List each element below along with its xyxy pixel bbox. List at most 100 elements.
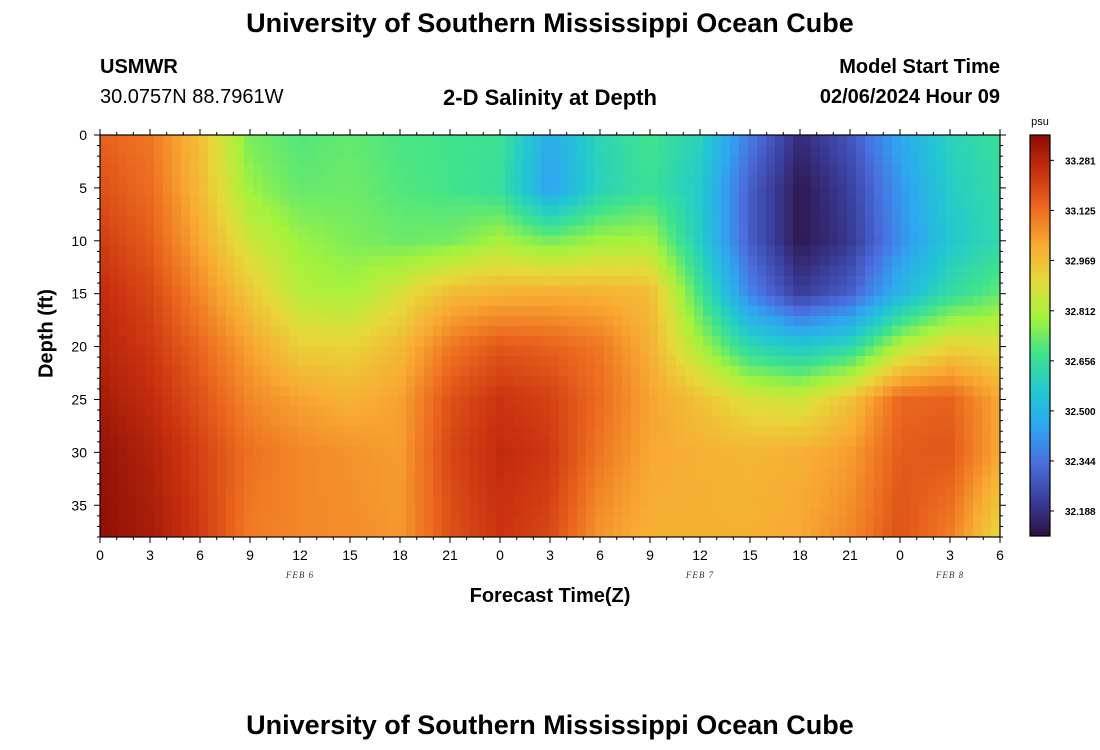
heatmap-cell <box>658 336 668 347</box>
heatmap-cell <box>982 486 992 498</box>
colorbar-segment <box>1030 205 1050 209</box>
heatmap-cell <box>289 346 299 357</box>
heatmap-cell <box>388 265 398 277</box>
heatmap-cell <box>343 215 353 226</box>
heatmap-cell <box>289 356 299 367</box>
heatmap-cell <box>667 215 677 226</box>
heatmap-cell <box>253 526 263 538</box>
heatmap-cell <box>766 195 776 206</box>
heatmap-cell <box>631 416 641 427</box>
heatmap-cell <box>316 366 326 377</box>
heatmap-cell <box>991 466 1001 478</box>
heatmap-cell <box>334 285 344 297</box>
heatmap-cell <box>838 416 848 427</box>
heatmap-cell <box>217 496 227 508</box>
heatmap-cell <box>451 446 461 457</box>
heatmap-cell <box>271 346 281 357</box>
heatmap-cell <box>991 446 1001 457</box>
heatmap-cell <box>892 366 902 377</box>
heatmap-cell <box>748 265 758 277</box>
heatmap-cell <box>145 155 155 166</box>
heatmap-cell <box>766 376 776 387</box>
heatmap-cell <box>865 376 875 387</box>
heatmap-cell <box>640 255 650 267</box>
heatmap-cell <box>775 396 785 407</box>
heatmap-cell <box>307 175 317 186</box>
heatmap-cell <box>982 235 992 246</box>
heatmap-cell <box>631 376 641 387</box>
heatmap-cell <box>109 175 119 186</box>
heatmap-cell <box>226 235 236 246</box>
heatmap-cell <box>865 305 875 317</box>
colorbar-segment <box>1030 429 1050 433</box>
heatmap-cell <box>505 456 515 468</box>
heatmap-cell <box>748 245 758 256</box>
heatmap-cell <box>361 506 371 518</box>
heatmap-cell <box>226 285 236 297</box>
heatmap-cell <box>460 446 470 457</box>
heatmap-cell <box>613 406 623 417</box>
heatmap-cell <box>496 325 506 337</box>
heatmap-cell <box>694 506 704 518</box>
heatmap-cell <box>649 135 659 146</box>
heatmap-cell <box>568 325 578 337</box>
heatmap-cell <box>532 175 542 186</box>
heatmap-cell <box>217 145 227 156</box>
heatmap-cell <box>991 215 1001 226</box>
heatmap-cell <box>253 235 263 246</box>
heatmap-cell <box>829 225 839 236</box>
heatmap-cell <box>658 436 668 447</box>
heatmap-cell <box>955 416 965 427</box>
heatmap-cell <box>199 446 209 457</box>
heatmap-cell <box>406 275 416 287</box>
heatmap-cell <box>298 235 308 246</box>
heatmap-cell <box>262 245 272 256</box>
heatmap-cell <box>361 496 371 508</box>
heatmap-cell <box>982 426 992 437</box>
heatmap-cell <box>928 366 938 377</box>
heatmap-cell <box>289 315 299 327</box>
heatmap-cell <box>559 516 569 528</box>
heatmap-cell <box>127 285 137 297</box>
heatmap-cell <box>388 215 398 226</box>
heatmap-cell <box>379 265 389 277</box>
heatmap-cell <box>145 336 155 347</box>
heatmap-cell <box>181 225 191 236</box>
heatmap-cell <box>415 516 425 528</box>
heatmap-cell <box>757 165 767 176</box>
heatmap-cell <box>739 175 749 186</box>
heatmap-cell <box>658 185 668 196</box>
heatmap-cell <box>919 336 929 347</box>
heatmap-cell <box>919 476 929 488</box>
heatmap-cell <box>217 366 227 377</box>
heatmap-cell <box>217 135 227 146</box>
heatmap-cell <box>100 466 110 478</box>
heatmap-cell <box>901 195 911 206</box>
heatmap-cell <box>676 305 686 317</box>
heatmap-cell <box>883 356 893 367</box>
colorbar-segment <box>1030 302 1050 306</box>
heatmap-cell <box>532 526 542 538</box>
heatmap-cell <box>334 436 344 447</box>
heatmap-cell <box>181 185 191 196</box>
heatmap-cell <box>622 255 632 267</box>
heatmap-cell <box>748 275 758 287</box>
heatmap-cell <box>280 235 290 246</box>
heatmap-cell <box>334 325 344 337</box>
heatmap-cell <box>379 396 389 407</box>
heatmap-cell <box>127 486 137 498</box>
heatmap-cell <box>694 245 704 256</box>
heatmap-cell <box>298 265 308 277</box>
heatmap-cell <box>361 305 371 317</box>
heatmap-cell <box>460 396 470 407</box>
heatmap-cell <box>721 325 731 337</box>
heatmap-cell <box>100 426 110 437</box>
heatmap-cell <box>631 225 641 236</box>
heatmap-cell <box>325 526 335 538</box>
heatmap-cell <box>802 235 812 246</box>
heatmap-cell <box>145 195 155 206</box>
heatmap-cell <box>730 255 740 267</box>
colorbar-segment <box>1030 445 1050 450</box>
colorbar-segment <box>1030 345 1050 350</box>
heatmap-cell <box>856 255 866 267</box>
